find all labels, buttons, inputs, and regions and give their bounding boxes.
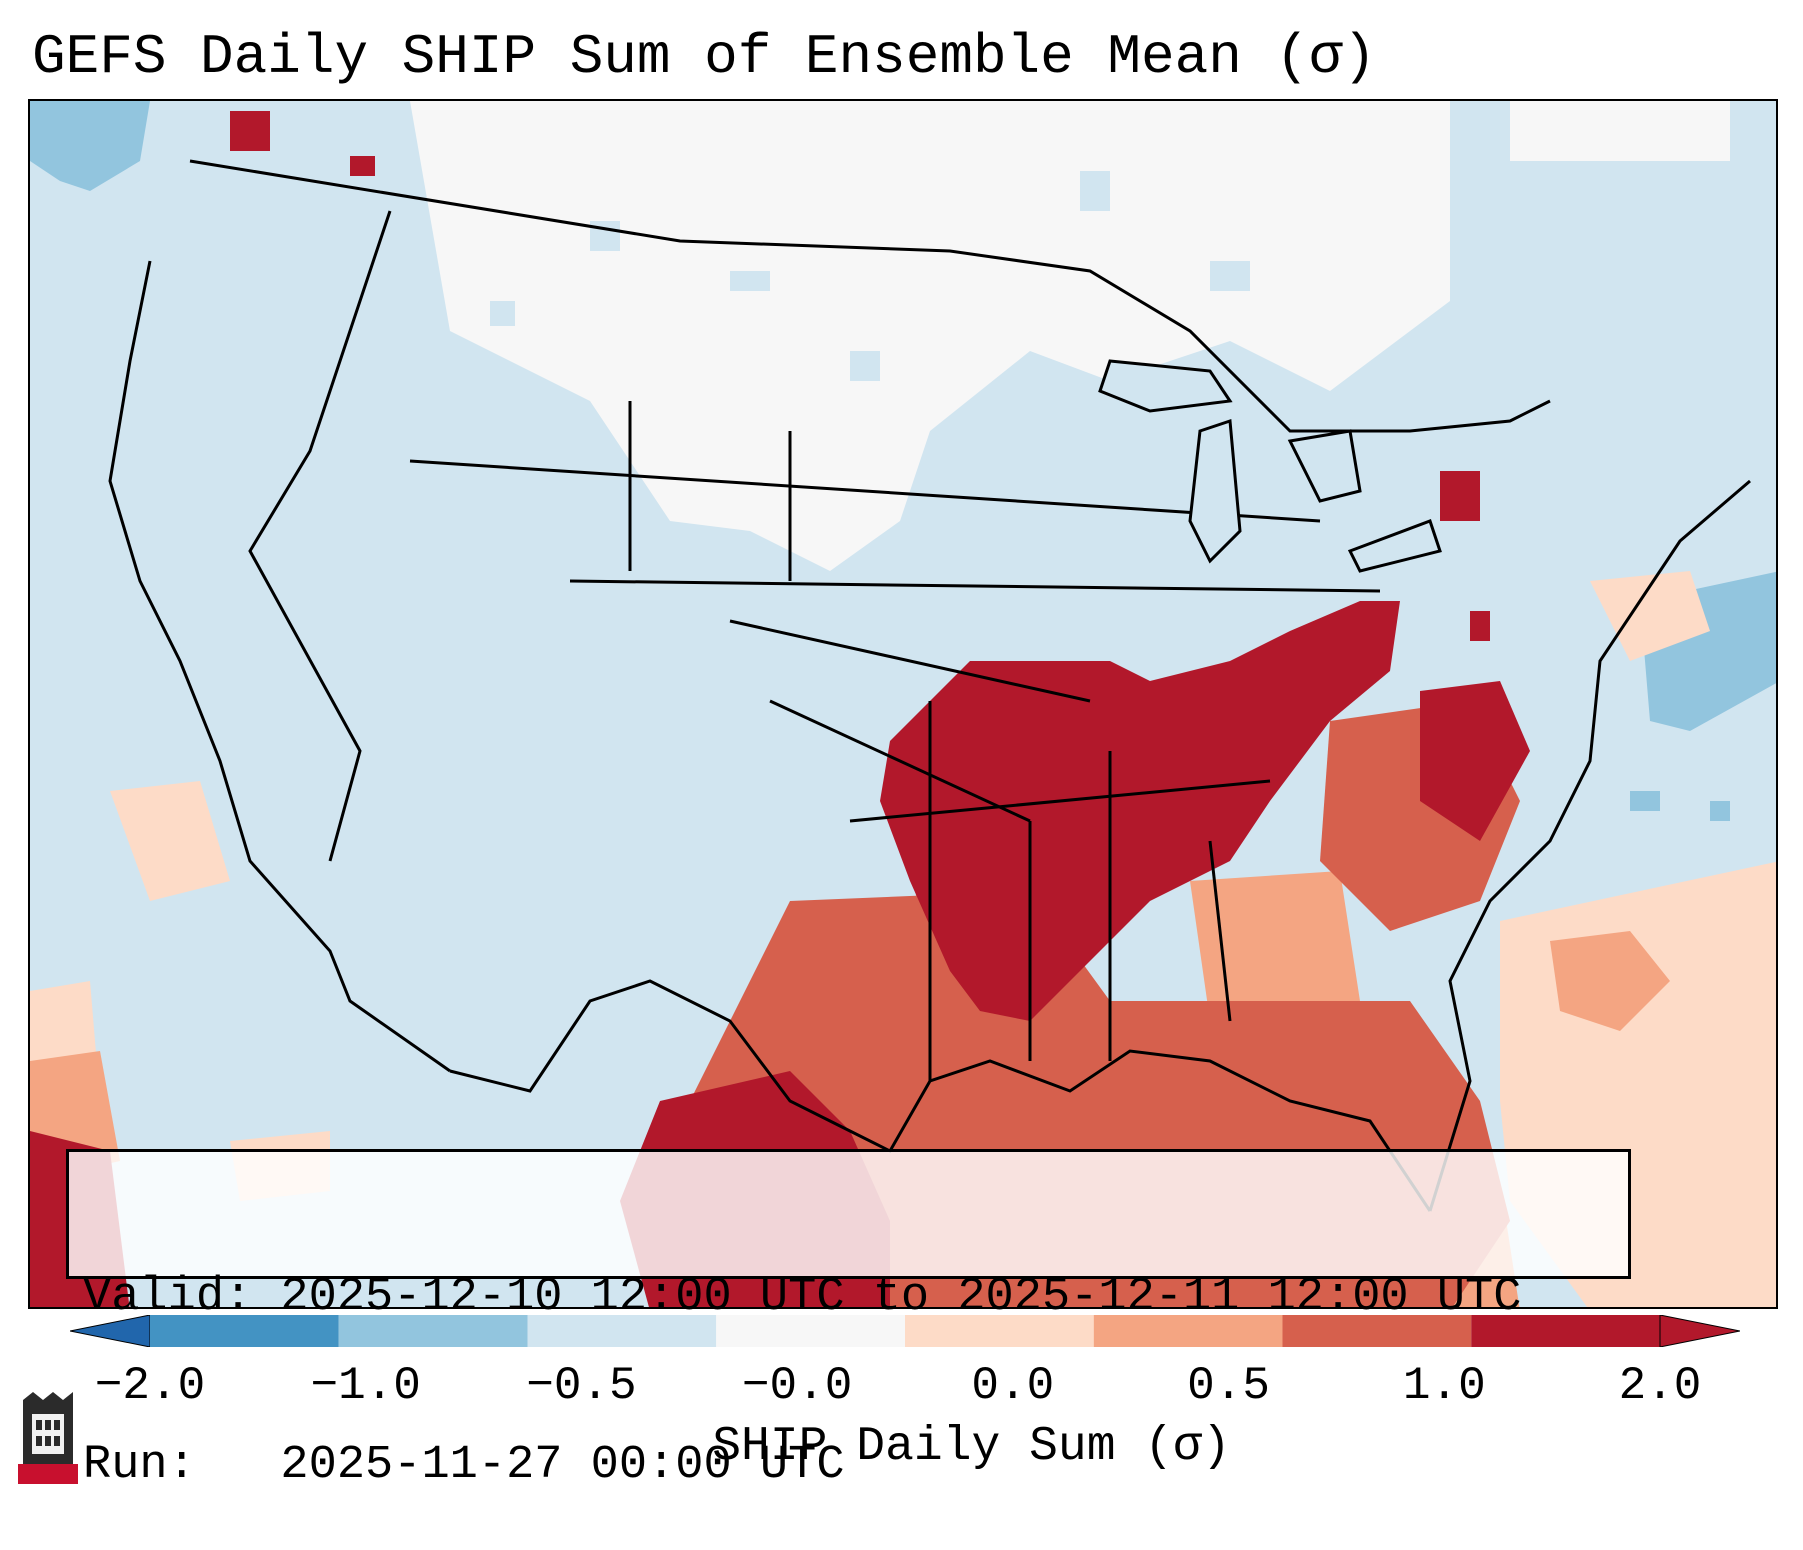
niu-logo <box>18 1392 78 1484</box>
colorbar-bin <box>1093 1315 1283 1347</box>
colorbar <box>70 1315 1740 1347</box>
near-zero-region <box>410 101 1730 571</box>
colorbar-tick-label: −1.0 <box>310 1360 421 1412</box>
map-canvas <box>30 101 1776 1307</box>
colorbar-bin <box>338 1315 528 1347</box>
colorbar-tick-label: −0.5 <box>526 1360 637 1412</box>
colorbar-tick-label: −0.0 <box>741 1360 853 1412</box>
colorbar-label: SHIP Daily Sum (σ) <box>0 1420 1803 1474</box>
anomaly-map <box>28 99 1778 1309</box>
colorbar-bin <box>527 1315 717 1347</box>
chart-title: GEFS Daily SHIP Sum of Ensemble Mean (σ) <box>32 25 1377 89</box>
boundaries <box>108 159 1751 1212</box>
validity-info-box: Valid: 2025-12-10 12:00 UTC to 2025-12-1… <box>66 1149 1631 1492</box>
colorbar-bin <box>1471 1315 1660 1347</box>
colorbar-tick-label: 0.5 <box>1187 1360 1270 1412</box>
colorbar-bin <box>905 1315 1094 1347</box>
colorbar-over-arrow <box>1659 1315 1740 1347</box>
run-time-text: Run: 2025-11-27 00:00 UTC <box>83 1439 845 1492</box>
colorbar-bin <box>1282 1315 1472 1347</box>
great-lakes <box>1098 359 1442 573</box>
colorbar-label-text: SHIP Daily Sum (σ) <box>712 1420 1231 1474</box>
colorbar-bin <box>150 1315 339 1347</box>
colorbar-tick-label: 2.0 <box>1618 1360 1702 1412</box>
colorbar-bins <box>150 1315 1660 1347</box>
colorbar-tick-label: −2.0 <box>94 1360 206 1412</box>
colorbar-ticks: −2.0 −1.0 −0.5 −0.0 0.0 0.5 1.0 2.0 <box>0 1340 1803 1420</box>
speckle-blue <box>490 171 1250 381</box>
colorbar-tick-label: 1.0 <box>1402 1360 1486 1412</box>
colorbar-bin <box>716 1315 905 1347</box>
colorbar-tick-label: 0.0 <box>971 1360 1055 1412</box>
